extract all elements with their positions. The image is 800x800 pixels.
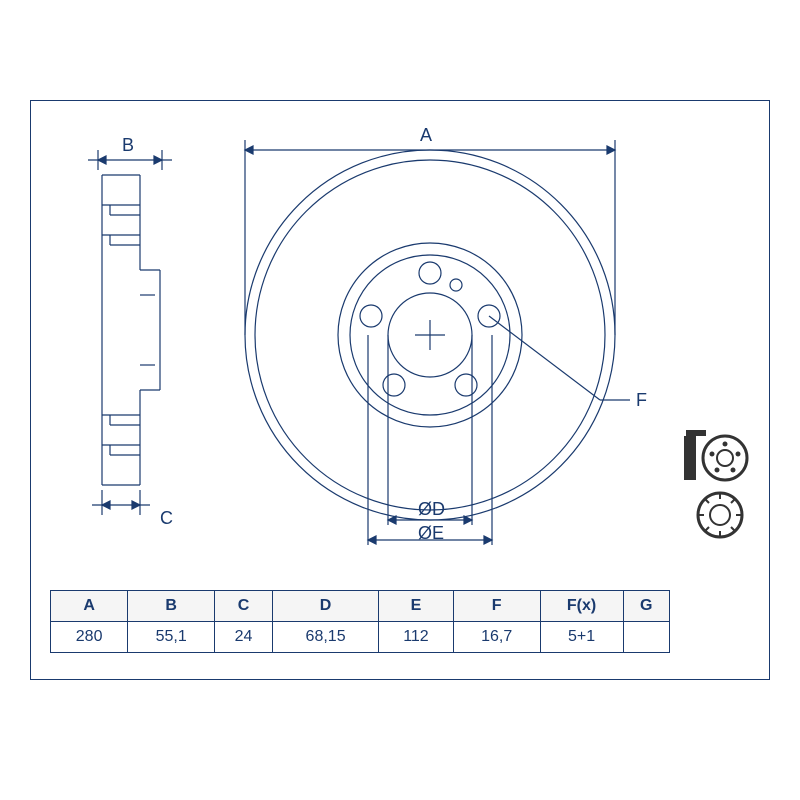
col-header: D [273,591,379,622]
disc-front-icon [684,430,747,480]
disc-type-icons [680,430,760,545]
col-header: B [128,591,215,622]
table-cell: 280 [51,622,128,653]
table-cell: 5+1 [540,622,623,653]
table-cell: 16,7 [453,622,540,653]
table-row: 280 55,1 24 68,15 112 16,7 5+1 [51,622,670,653]
dim-label-d: ØD [418,499,445,520]
table-cell: 68,15 [273,622,379,653]
dim-label-c: C [160,508,173,529]
disc-vented-icon [698,493,742,537]
dimensions-table: A B C D E F F(x) G 280 55,1 24 68,15 112… [50,590,670,653]
col-header: F(x) [540,591,623,622]
technical-diagram [40,120,680,560]
dim-label-a: A [420,125,432,146]
dim-label-b: B [122,135,134,156]
dim-label-f: F [636,390,647,411]
col-header: C [215,591,273,622]
table-cell: 24 [215,622,273,653]
col-header: G [623,591,669,622]
table-cell: 55,1 [128,622,215,653]
table-cell: 112 [379,622,454,653]
col-header: F [453,591,540,622]
col-header: A [51,591,128,622]
dim-label-e: ØE [418,523,444,544]
table-header-row: A B C D E F F(x) G [51,591,670,622]
col-header: E [379,591,454,622]
table-cell [623,622,669,653]
